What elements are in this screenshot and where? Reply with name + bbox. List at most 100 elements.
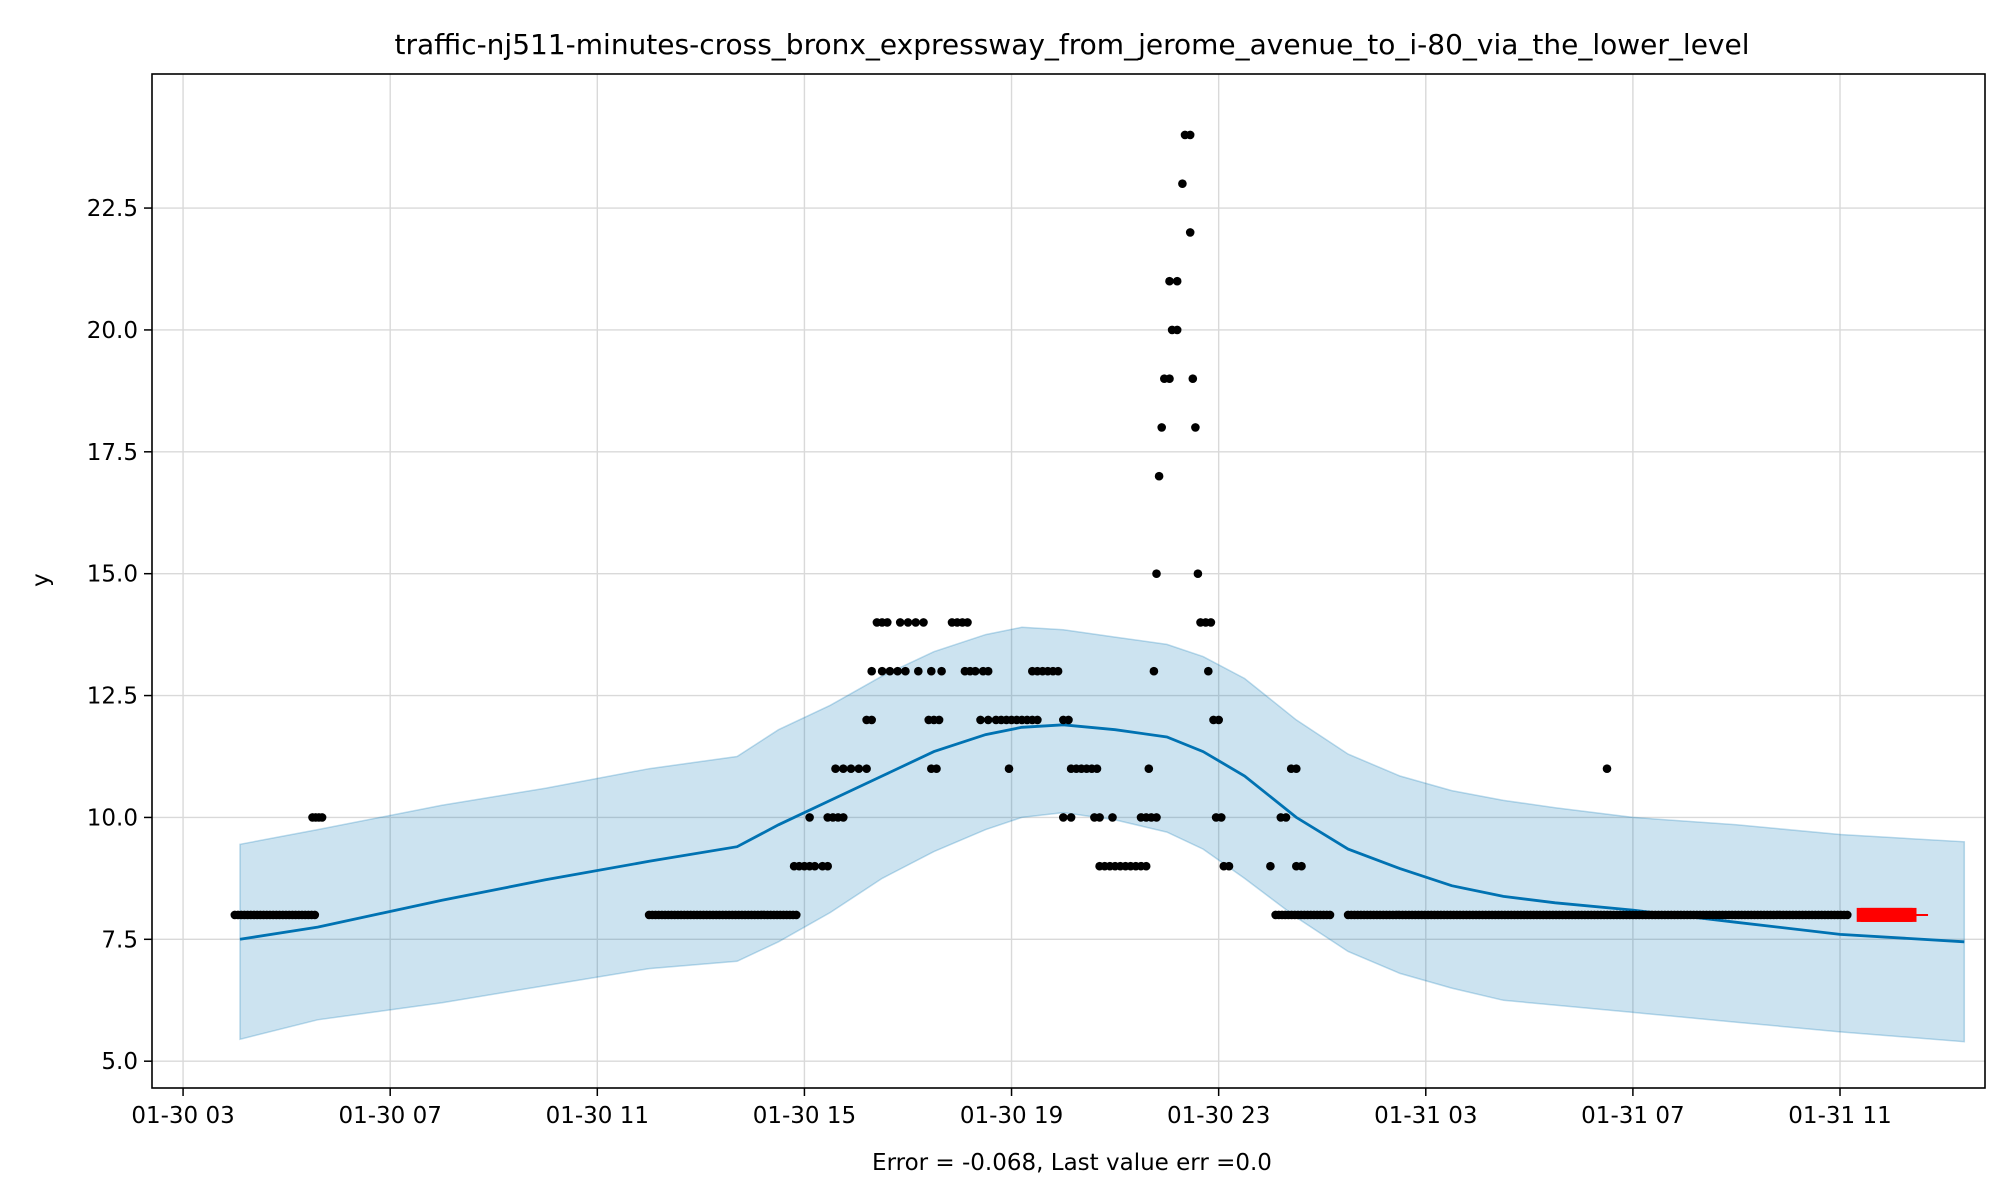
observed-point [1172,325,1182,335]
forecast-line [239,723,1965,944]
observed-point [1191,423,1200,432]
observed-point [823,861,832,871]
observed-point [1178,179,1187,188]
y-tick-label: 10.0 [87,805,138,831]
observed-points [230,130,1852,920]
observed-point [1095,813,1104,822]
observed-point [1602,764,1612,773]
observed-point [1149,666,1159,676]
observed-point [1004,764,1014,773]
uncertainty-band [239,626,1966,1043]
y-axis-label: y [28,573,54,587]
observed-point [1066,813,1076,822]
observed-point [893,666,902,676]
observed-point [867,715,876,725]
observed-point [1064,715,1073,725]
y-axis-ticks: 5.0 7.5 10.0 12.5 15.0 17.5 20.0 22.5 [87,196,152,1075]
observed-point [1152,569,1161,578]
x-tick-label: 01-30 23 [1167,1103,1270,1129]
observed-point [883,618,892,627]
observed-point [911,618,920,627]
observed-point [983,715,993,725]
observed-point [831,764,840,773]
observed-point [1297,861,1306,871]
observed-point [934,715,944,725]
observed-point [1281,813,1291,822]
observed-point [839,764,848,773]
observed-point [1292,764,1301,773]
observed-point [1152,813,1161,822]
observed-point [1144,764,1154,773]
observed-point [976,715,985,725]
observed-point [903,618,913,627]
observed-point [901,666,910,676]
last-value-points [1856,907,1929,922]
observed-point [877,666,887,676]
chart-title: traffic-nj511-minutes-cross_bronx_expres… [394,28,1749,61]
forecast-line-group [239,723,1965,944]
y-tick-label: 17.5 [87,440,138,466]
observed-point [1185,130,1195,140]
y-tick-label: 5.0 [101,1049,138,1075]
observed-point [1165,374,1174,384]
x-axis-ticks: 01-30 03 01-30 07 01-30 11 01-30 15 01-30 19… [131,1088,1892,1129]
observed-point [885,666,895,676]
x-tick-label: 01-30 19 [960,1103,1063,1129]
observed-point [1185,228,1195,237]
x-tick-label: 01-30 07 [338,1103,441,1129]
observed-point [1204,666,1213,676]
x-tick-label: 01-30 15 [753,1103,856,1129]
plot-frame [151,73,1986,1089]
observed-point [1141,861,1151,871]
observed-point [839,813,848,822]
y-tick-label: 15.0 [87,562,138,588]
y-tick-label: 7.5 [101,927,138,953]
observed-point [1325,910,1335,920]
observed-point [919,618,928,627]
y-tick-label: 12.5 [87,684,138,710]
observed-point [1224,861,1234,871]
x-tick-label: 01-31 11 [1788,1103,1891,1129]
observed-point [1206,618,1216,627]
observed-point [1188,374,1198,384]
observed-point [867,666,876,676]
observed-point [1108,813,1117,822]
observed-point [792,910,801,920]
x-tick-label: 01-30 03 [131,1103,234,1129]
observed-point [1266,861,1275,871]
last-value-point [1908,907,1917,922]
x-tick-label: 01-31 03 [1374,1103,1477,1129]
observed-point [932,764,941,773]
observed-point [971,666,980,676]
y-tick-label: 22.5 [87,196,138,222]
observed-point [1033,715,1042,725]
observed-point [1059,813,1068,822]
observed-point [810,861,820,871]
observed-point [317,813,327,822]
observed-point [1217,813,1226,822]
observed-point [983,666,993,676]
observed-point [1214,715,1223,725]
x-axis-label: Error = -0.068, Last value err =0.0 [872,1150,1272,1176]
observed-point [937,666,946,676]
observed-point [310,910,320,920]
observed-point [927,666,936,676]
uncertainty-band-area [239,626,1966,1043]
observed-point [1165,276,1174,286]
observed-point [1193,569,1203,578]
observed-point [1172,276,1182,286]
observed-point [805,813,814,822]
observed-point [1154,471,1164,481]
x-tick-label: 01-31 07 [1581,1103,1684,1129]
grid-lines [152,74,1985,1088]
observed-point [862,764,871,773]
observed-point [854,764,864,773]
observed-point [846,764,856,773]
observed-point [1157,423,1166,432]
observed-point [1092,764,1102,773]
observed-point [963,618,972,627]
observed-point [895,618,905,627]
y-tick-label: 20.0 [87,318,138,344]
